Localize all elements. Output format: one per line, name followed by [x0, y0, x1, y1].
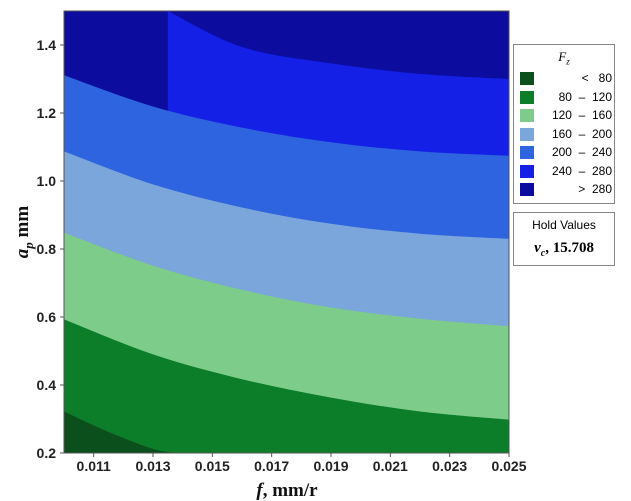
- hold-var: v: [534, 240, 541, 256]
- legend-range-label: 80 – 120: [558, 89, 612, 104]
- x-tick-label: 0.013: [135, 458, 170, 474]
- legend-entry: > 280: [520, 182, 612, 198]
- legend-swatch: [520, 146, 534, 159]
- x-tick-label: 0.021: [373, 458, 408, 474]
- x-tick-label: 0.015: [195, 458, 230, 474]
- x-tick-label: 0.025: [491, 458, 526, 474]
- x-tick-label: 0.017: [254, 458, 289, 474]
- hold-values-title: Hold Values: [532, 218, 596, 232]
- region-below-80: [64, 411, 177, 453]
- region-80-120: [64, 319, 509, 453]
- x-axis-title: f, mm/r: [256, 480, 318, 501]
- y-tick-label: 1.0: [37, 173, 57, 189]
- legend-swatch: [520, 127, 534, 141]
- legend-range-label: 200 – 240: [551, 145, 612, 159]
- legend-swatch: [520, 183, 534, 196]
- y-tick-label: 0.2: [37, 445, 57, 461]
- legend-entry: 240 – 280: [520, 164, 612, 180]
- y-tick-label: 0.8: [37, 241, 57, 257]
- legend-swatch: [520, 90, 534, 104]
- plot-frame: [63, 10, 510, 454]
- hold-value-line: vc, 15.708: [514, 240, 614, 259]
- hold-values-box: Hold Values vc, 15.708: [513, 212, 615, 266]
- legend-range-label: > 280: [578, 182, 612, 196]
- y-axis-var: a: [12, 248, 33, 258]
- legend-swatch: [520, 72, 534, 85]
- legend-title: Fz: [514, 49, 614, 67]
- legend-range-label: 160 – 200: [551, 126, 612, 141]
- hold-var-sub: c: [540, 248, 546, 259]
- y-tick-label: 1.2: [37, 105, 57, 121]
- legend-range-label: 120 – 160: [551, 108, 612, 122]
- x-tick-label: 0.023: [432, 458, 467, 474]
- y-tick-label: 0.4: [37, 377, 57, 393]
- x-axis-var: f: [256, 480, 264, 501]
- legend-range-label: 240 – 280: [551, 163, 612, 178]
- y-axis-unit: mm: [12, 206, 33, 243]
- legend-title-sub: z: [566, 56, 570, 67]
- hold-value: , 15.708: [545, 240, 594, 256]
- y-tick-label: 1.4: [37, 37, 57, 53]
- contour-regions: [64, 11, 510, 454]
- legend-swatch: [520, 164, 534, 178]
- y-axis: 0.2 0.4 0.6 0.8 1.0 1.2 1.4: [37, 37, 64, 461]
- legend-entry: 160 – 200: [520, 127, 612, 143]
- y-axis-title: ap mm: [12, 206, 36, 259]
- legend-range-label: < 80: [581, 71, 612, 85]
- legend-entry: 120 – 160: [520, 108, 612, 124]
- x-axis-unit: , mm/r: [263, 480, 318, 501]
- legend-entry: 80 – 120: [520, 90, 612, 106]
- y-tick-label: 0.6: [37, 309, 57, 325]
- y-axis-var-sub: p: [21, 242, 36, 250]
- legend-entry: 200 – 240: [520, 145, 612, 161]
- x-axis: 0.011 0.013 0.015 0.017 0.019 0.021 0.023 0.025: [77, 453, 527, 474]
- legend-swatch: [520, 109, 534, 122]
- x-tick-label: 0.019: [313, 458, 348, 474]
- legend-entry: < 80: [520, 71, 612, 87]
- legend: Fz < 80 80 – 120 120 – 160 160 – 200 200 – 2…: [513, 44, 615, 204]
- x-tick-label: 0.011: [77, 458, 111, 474]
- legend-title-var: F: [558, 49, 567, 64]
